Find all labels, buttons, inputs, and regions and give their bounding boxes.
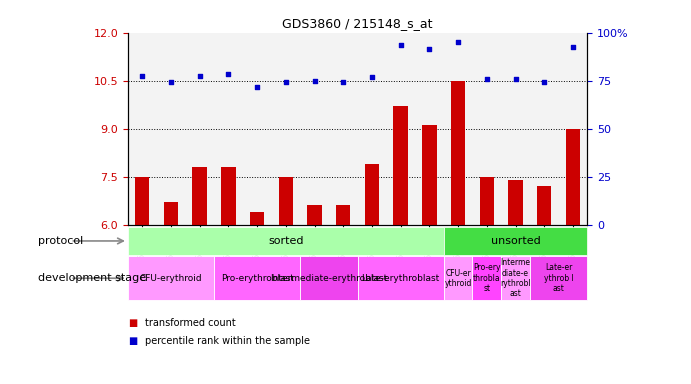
Text: Late-er
ythrob l
ast: Late-er ythrob l ast	[544, 263, 574, 293]
Bar	[307, 205, 322, 225]
Bar	[214, 33, 243, 225]
Text: ■: ■	[128, 336, 137, 346]
Text: unsorted: unsorted	[491, 236, 540, 246]
Point	[567, 44, 578, 50]
Bar	[164, 202, 178, 225]
Text: Pro-ery
throbla
st: Pro-ery throbla st	[473, 263, 501, 293]
Title: GDS3860 / 215148_s_at: GDS3860 / 215148_s_at	[283, 17, 433, 30]
Bar	[444, 256, 473, 300]
Point	[223, 71, 234, 77]
Text: ■: ■	[128, 318, 137, 328]
Bar	[530, 33, 558, 225]
Bar	[250, 212, 264, 225]
Bar	[393, 106, 408, 225]
Point	[424, 46, 435, 52]
Bar	[243, 33, 272, 225]
Bar	[444, 227, 587, 255]
Bar	[193, 167, 207, 225]
Bar	[480, 177, 494, 225]
Text: CFU-erythroid: CFU-erythroid	[140, 274, 202, 283]
Bar	[501, 33, 530, 225]
Bar	[128, 256, 214, 300]
Bar	[473, 256, 501, 300]
Text: Interme
diate-e
rythrobl
ast: Interme diate-e rythrobl ast	[500, 258, 531, 298]
Text: Pro-erythroblast: Pro-erythroblast	[220, 274, 294, 283]
Bar	[128, 33, 157, 225]
Bar	[509, 180, 522, 225]
Bar	[566, 129, 580, 225]
Bar	[336, 205, 350, 225]
Point	[338, 79, 349, 85]
Bar	[278, 177, 293, 225]
Bar	[221, 167, 236, 225]
Bar	[365, 164, 379, 225]
Point	[482, 76, 493, 82]
Bar	[530, 256, 587, 300]
Bar	[422, 126, 437, 225]
Point	[165, 79, 176, 85]
Bar	[300, 33, 329, 225]
Bar	[473, 33, 501, 225]
Point	[366, 74, 377, 81]
Point	[137, 73, 148, 79]
Bar	[272, 33, 300, 225]
Text: CFU-er
ythroid: CFU-er ythroid	[444, 268, 472, 288]
Bar	[214, 256, 300, 300]
Text: sorted: sorted	[268, 236, 303, 246]
Text: Late-erythroblast: Late-erythroblast	[361, 274, 439, 283]
Text: transformed count: transformed count	[145, 318, 236, 328]
Point	[395, 42, 406, 48]
Bar	[558, 33, 587, 225]
Bar	[185, 33, 214, 225]
Point	[539, 79, 550, 85]
Point	[309, 78, 320, 84]
Bar	[386, 33, 415, 225]
Point	[281, 79, 292, 85]
Point	[252, 84, 263, 90]
Text: percentile rank within the sample: percentile rank within the sample	[145, 336, 310, 346]
Bar	[358, 256, 444, 300]
Point	[194, 73, 205, 79]
Bar	[537, 186, 551, 225]
Bar	[415, 33, 444, 225]
Bar	[358, 33, 386, 225]
Text: development stage: development stage	[38, 273, 146, 283]
Point	[510, 76, 521, 82]
Bar	[501, 256, 530, 300]
Bar	[329, 33, 358, 225]
Bar	[157, 33, 185, 225]
Text: Intermediate-erythroblast: Intermediate-erythroblast	[270, 274, 388, 283]
Bar	[135, 177, 149, 225]
Text: protocol: protocol	[38, 236, 83, 246]
Bar	[128, 227, 444, 255]
Bar	[451, 81, 465, 225]
Bar	[444, 33, 473, 225]
Bar	[300, 256, 358, 300]
Point	[453, 39, 464, 45]
